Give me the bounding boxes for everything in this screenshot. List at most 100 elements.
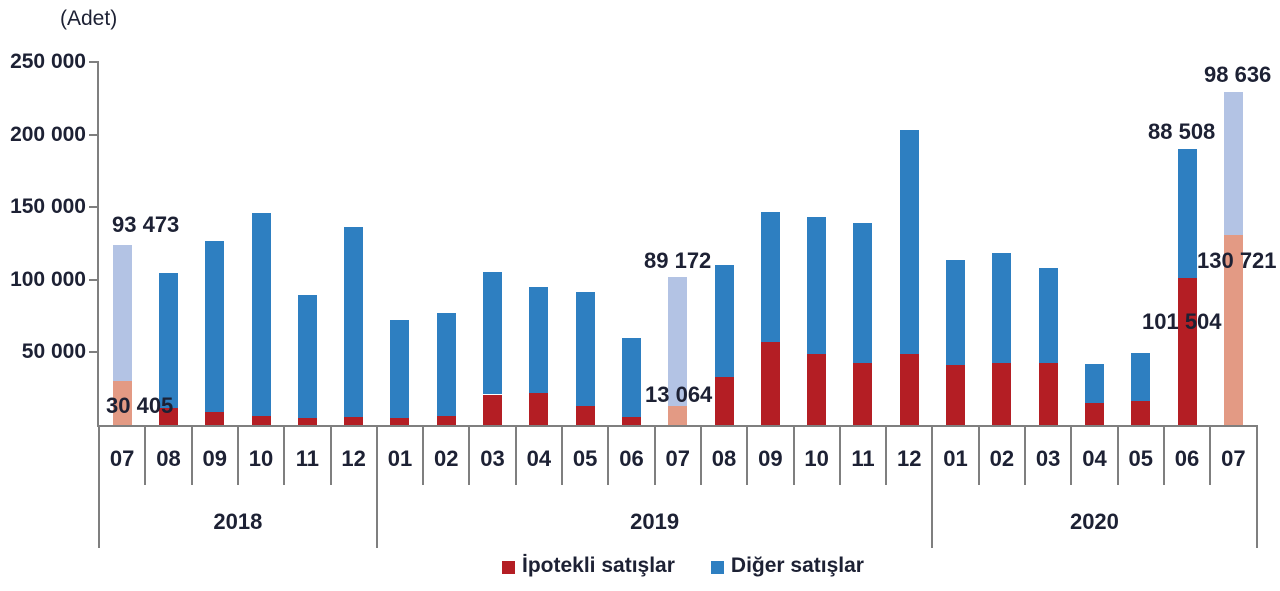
month-label: 06 [1174, 446, 1200, 471]
month-label: 12 [341, 446, 366, 471]
bar-segment-ipotekli-2019-03 [483, 394, 503, 425]
legend-label-diger: Diğer satışlar [730, 554, 864, 577]
value-label-2020-07: 130 721 [1197, 248, 1277, 273]
bar-segment-ipotekli-2019-11 [853, 362, 873, 425]
month-tick-mark [792, 427, 795, 485]
x-axis-line [97, 425, 1258, 427]
bar-segment-ipotekli-2019-10 [807, 353, 827, 425]
legend-swatch-diger-icon [710, 561, 724, 574]
month-tick-mark [1209, 427, 1212, 485]
bar-segment-diger-2019-12 [899, 130, 919, 354]
bar-segment-diger-2020-06 [1177, 149, 1197, 278]
month-tick-mark [977, 427, 980, 485]
bar-segment-ipotekli-2020-06 [1177, 277, 1197, 425]
month-label: 11 [851, 446, 875, 471]
year-separator-line [375, 427, 378, 548]
month-label: 07 [109, 446, 135, 471]
bar-segment-ipotekli-2020-07 [1223, 235, 1243, 425]
bar-segment-ipotekli-2018-07 [112, 380, 132, 425]
month-tick-mark [422, 427, 425, 485]
y-axis-unit-label: (Adet) [60, 7, 118, 30]
bar-segment-diger-2018-12 [344, 227, 364, 417]
bar-segment-diger-2019-02 [436, 312, 456, 416]
bar-segment-ipotekli-2020-01 [946, 364, 966, 425]
bar-segment-ipotekli-2019-02 [436, 415, 456, 425]
bar-segment-ipotekli-2019-05 [575, 405, 595, 425]
y-axis-tick-label: 200 000 [10, 122, 86, 146]
y-axis-tick-label: 150 000 [10, 195, 86, 219]
bar-segment-ipotekli-2019-01 [390, 417, 410, 425]
bar-segment-diger-2019-03 [483, 272, 503, 395]
month-tick-mark [1024, 427, 1026, 485]
year-separator-line [98, 427, 100, 548]
bar-segment-diger-2018-11 [297, 295, 317, 419]
bar-segment-ipotekli-2020-04 [1084, 403, 1104, 425]
month-tick-mark [653, 427, 656, 485]
y-axis-line [97, 61, 99, 427]
value-label-2020-06: 88 508 [1148, 119, 1216, 144]
bar-segment-diger-2019-09 [760, 212, 780, 343]
bar-segment-diger-2019-06 [621, 337, 641, 417]
year-separator-line [1255, 427, 1258, 548]
y-axis-tick-label: 50 000 [21, 340, 86, 364]
legend-item-diger: Diğer satışlar [710, 554, 864, 578]
month-label: 08 [711, 446, 737, 471]
bar-segment-diger-2018-08 [158, 272, 178, 409]
month-tick-mark [885, 427, 888, 485]
bar-segment-diger-2020-05 [1131, 353, 1151, 402]
month-label: 12 [897, 446, 922, 471]
month-label: 10 [804, 446, 829, 471]
month-label: 03 [480, 446, 505, 471]
legend-label-ipotekli: İpotekli satışlar [522, 554, 675, 577]
month-label: 01 [943, 446, 968, 471]
value-label-2020-06: 101 504 [1142, 309, 1222, 334]
bar-segment-ipotekli-2018-11 [297, 418, 317, 425]
month-tick-mark [514, 427, 517, 485]
month-tick-mark [329, 427, 332, 485]
bar-segment-ipotekli-2018-08 [158, 408, 178, 425]
bar-segment-ipotekli-2018-09 [205, 411, 225, 425]
month-label: 04 [1082, 446, 1107, 471]
month-tick-mark [561, 427, 563, 485]
y-axis-tick-mark [89, 133, 97, 136]
month-label: 07 [1221, 446, 1246, 471]
month-label: 08 [156, 446, 181, 471]
legend-item-ipotekli: İpotekli satışlar [502, 554, 675, 578]
bar-segment-diger-2019-05 [575, 291, 595, 406]
month-label: 05 [1128, 446, 1153, 471]
bar-segment-ipotekli-2020-02 [992, 363, 1012, 425]
bar-segment-diger-2020-03 [1038, 267, 1058, 363]
month-tick-mark [1116, 427, 1119, 485]
bar-segment-diger-2019-04 [529, 286, 549, 394]
bar-segment-diger-2019-11 [853, 223, 873, 363]
value-label-2018-07: 93 473 [112, 212, 180, 237]
value-label-2019-07: 89 172 [644, 248, 712, 273]
month-label: 03 [1035, 446, 1061, 471]
month-label: 02 [434, 446, 459, 471]
bar-segment-diger-2020-02 [992, 252, 1012, 364]
legend-swatch-ipotekli-icon [502, 561, 515, 574]
bar-segment-ipotekli-2019-04 [529, 393, 549, 425]
month-label: 06 [619, 446, 644, 471]
year-label: 2019 [630, 509, 680, 534]
month-tick-mark [838, 427, 841, 485]
bar-segment-ipotekli-2019-06 [621, 416, 641, 425]
bar-segment-ipotekli-2020-03 [1038, 362, 1058, 425]
month-tick-mark [1070, 427, 1073, 485]
month-label: 01 [387, 446, 413, 471]
y-axis-tick-mark [89, 61, 97, 63]
month-label: 09 [758, 446, 783, 471]
bar-segment-diger-2020-01 [946, 260, 966, 365]
month-label: 09 [202, 446, 227, 471]
bar-segment-diger-2019-10 [807, 217, 827, 354]
y-axis-tick-mark [89, 351, 97, 354]
bar-segment-diger-2020-04 [1084, 364, 1104, 404]
value-label-2018-07: 30 405 [106, 393, 174, 418]
value-label-2020-07: 98 636 [1204, 62, 1272, 87]
month-label: 04 [526, 446, 552, 471]
month-tick-mark [746, 427, 749, 485]
month-tick-mark [283, 427, 286, 485]
y-axis-tick-mark [89, 206, 97, 209]
month-tick-mark [699, 427, 702, 485]
